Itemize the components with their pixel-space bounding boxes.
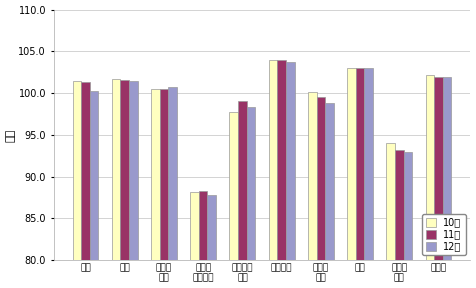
Legend: 10月, 11月, 12月: 10月, 11月, 12月 <box>422 214 466 255</box>
Bar <box>317 97 325 288</box>
Bar <box>286 62 295 288</box>
Bar <box>129 82 138 288</box>
Bar <box>347 68 356 288</box>
Bar <box>325 103 334 288</box>
Bar <box>90 91 99 288</box>
Bar <box>120 80 129 288</box>
Bar <box>238 101 247 288</box>
Bar <box>151 89 159 288</box>
Bar <box>278 60 286 288</box>
Bar <box>356 68 365 288</box>
Bar <box>387 143 395 288</box>
Bar <box>168 87 177 288</box>
Bar <box>190 192 199 288</box>
Bar <box>199 191 208 288</box>
Bar <box>395 150 404 288</box>
Bar <box>81 82 90 288</box>
Bar <box>308 92 317 288</box>
Bar <box>365 68 373 288</box>
Bar <box>229 112 238 288</box>
Bar <box>72 81 81 288</box>
Bar <box>268 60 278 288</box>
Bar <box>208 195 216 288</box>
Bar <box>443 77 452 288</box>
Bar <box>112 79 120 288</box>
Bar <box>404 151 412 288</box>
Y-axis label: 指数: 指数 <box>6 128 16 141</box>
Bar <box>434 77 443 288</box>
Bar <box>247 107 255 288</box>
Bar <box>426 75 434 288</box>
Bar <box>159 89 168 288</box>
